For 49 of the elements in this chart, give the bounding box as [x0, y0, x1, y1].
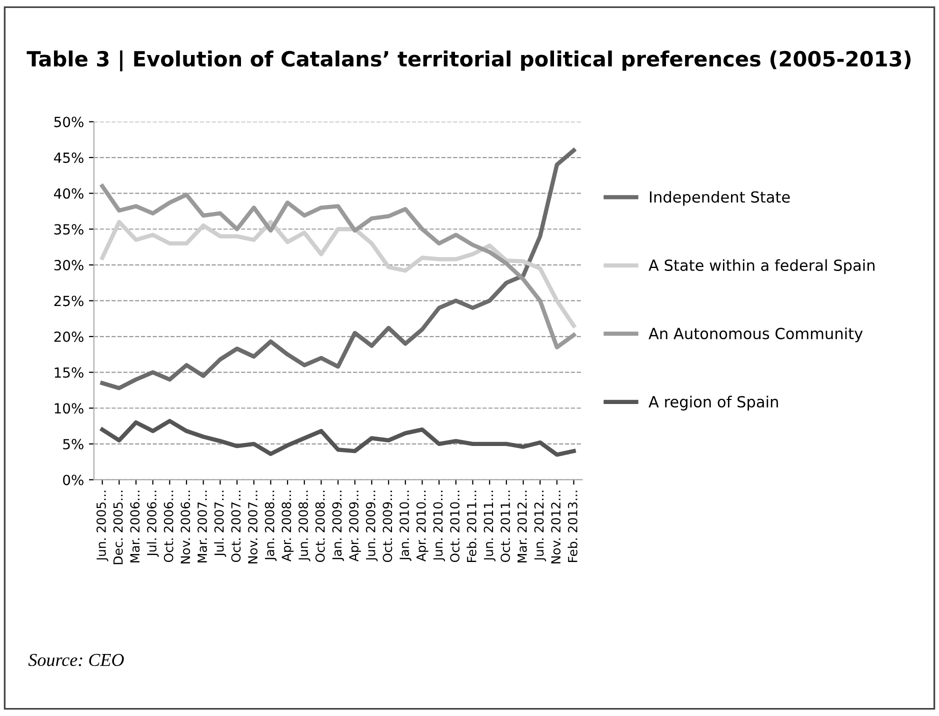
x-tick-label: Jul. 2007...: [214, 490, 226, 557]
source-note: Source: CEO: [28, 654, 124, 666]
x-tick-label: Jun. 2005...: [96, 490, 108, 562]
y-tick-label: 10%: [54, 403, 84, 414]
x-tick-label: Jan. 2009...: [332, 490, 344, 562]
x-tick-label: Feb. 2013...: [568, 490, 578, 562]
y-tick-label: 30%: [54, 260, 84, 270]
x-tick-label: Jun. 2008...: [298, 490, 310, 562]
x-tick-label: Apr. 2009...: [349, 490, 361, 562]
x-tick-label: Jun. 2010...: [433, 490, 446, 562]
x-tick-label: Mar. 2006...: [130, 490, 140, 562]
y-tick-label: 35%: [54, 224, 84, 235]
legend-label: Independent State: [650, 190, 790, 206]
x-tick-label: Jun. 2011...: [484, 490, 496, 562]
legend-label: An Autonomous Community: [648, 327, 863, 342]
x-tick-label: Oct. 2007...: [231, 490, 241, 562]
y-tick-label: 0%: [63, 474, 84, 486]
x-tick-label: Oct. 2011...: [500, 490, 510, 562]
x-tick-label: Apr. 2010...: [416, 490, 428, 562]
y-tick-label: 45%: [54, 152, 84, 163]
legend-label: A region of Spain: [648, 396, 778, 410]
x-tick-label: Nov. 2006...: [180, 490, 190, 564]
y-tick-label: 20%: [54, 331, 84, 342]
x-tick-label: Jun. 2012...: [534, 490, 546, 562]
x-tick-label: Jul. 2006...: [146, 490, 159, 557]
x-tick-label: Mar. 2007...: [198, 490, 207, 562]
x-tick-label: Nov. 2007...: [248, 490, 258, 564]
x-tick-label: Jan. 2010...: [400, 490, 412, 562]
x-tick-label: Oct. 2006...: [164, 490, 174, 562]
x-tick-label: Oct. 2008...: [315, 490, 325, 562]
x-tick-label: Feb. 2011...: [466, 490, 476, 562]
x-tick-label: Nov. 2012...: [551, 490, 561, 564]
x-tick-label: Jan. 2008...: [264, 490, 277, 562]
chart-title: Table 3 | Evolution of Catalans’ territorial political preferences (2005-2013): [26, 50, 911, 72]
x-tick-label: Oct. 2009...: [382, 490, 392, 562]
x-tick-label: Mar. 2012...: [517, 490, 527, 562]
line-series: [100, 148, 576, 390]
x-tick-label: Jun. 2009...: [366, 490, 378, 562]
y-tick-label: 40%: [54, 188, 84, 199]
line-series: [100, 220, 576, 328]
y-tick-label: 5%: [63, 438, 84, 450]
x-tick-label: Dec. 2005...: [113, 490, 123, 564]
x-tick-label: Oct. 2010...: [450, 490, 460, 562]
line-series: [100, 418, 576, 457]
y-tick-label: 50%: [54, 116, 84, 128]
legend-label: A State within a federal Spain: [648, 259, 874, 274]
y-tick-label: 25%: [54, 296, 84, 306]
y-tick-label: 15%: [54, 367, 84, 378]
x-tick-label: Apr. 2008...: [282, 490, 294, 562]
